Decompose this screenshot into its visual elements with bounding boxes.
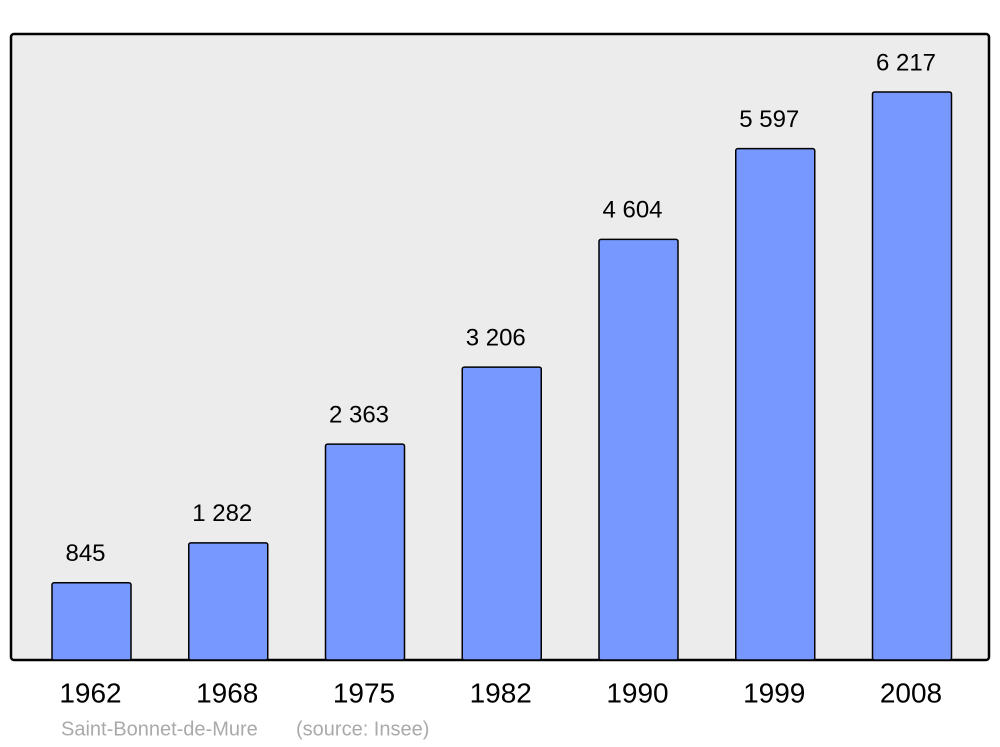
value-label: 6 217 — [876, 49, 936, 76]
x-tick-label: 1982 — [470, 677, 532, 708]
bar — [598, 238, 679, 661]
bar — [51, 582, 132, 661]
bar — [871, 91, 953, 661]
bar — [735, 147, 816, 661]
bar — [188, 542, 269, 661]
bar — [461, 366, 542, 661]
value-label: 5 597 — [739, 106, 799, 133]
x-tick-label: 1975 — [333, 677, 395, 708]
value-label: 845 — [65, 540, 105, 567]
place-caption: Saint-Bonnet-de-Mure — [61, 718, 258, 740]
bar — [324, 443, 406, 661]
x-tick-label: 2008 — [880, 677, 942, 708]
value-label: 1 282 — [192, 500, 252, 527]
value-label: 2 363 — [329, 401, 389, 428]
x-tick-label: 1968 — [196, 677, 258, 708]
source-caption: (source: Insee) — [296, 718, 429, 740]
x-tick-label: 1962 — [59, 677, 121, 708]
x-tick-label: 1999 — [743, 677, 805, 708]
value-label: 4 604 — [602, 197, 662, 224]
x-tick-label: 1990 — [606, 677, 668, 708]
value-label: 3 206 — [466, 324, 526, 351]
